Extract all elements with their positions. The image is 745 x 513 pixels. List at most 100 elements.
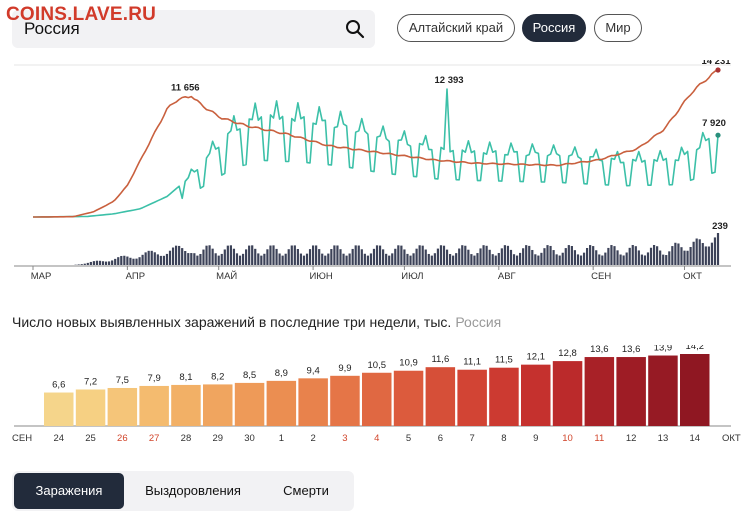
deaths-bar bbox=[141, 254, 144, 265]
deaths-bar bbox=[683, 250, 686, 265]
deaths-bar bbox=[686, 250, 689, 265]
deaths-bar bbox=[375, 245, 379, 265]
deaths-bar bbox=[668, 251, 671, 265]
deaths-bar bbox=[287, 249, 290, 265]
deaths-bar bbox=[537, 255, 540, 265]
deaths-bar bbox=[634, 246, 637, 265]
deaths-bar bbox=[339, 249, 342, 265]
bar-value-label: 8,5 bbox=[243, 370, 256, 381]
bar-category-label: 1 bbox=[279, 433, 284, 444]
deaths-bar bbox=[710, 242, 714, 265]
chip-world[interactable]: Мир bbox=[594, 14, 642, 42]
deaths-bar bbox=[342, 253, 345, 265]
deaths-bar bbox=[601, 255, 604, 265]
search-input[interactable]: Россия bbox=[24, 19, 80, 38]
deaths-bar bbox=[500, 248, 503, 265]
infections-last-point bbox=[715, 67, 721, 73]
bar-value-label: 10,5 bbox=[368, 360, 387, 371]
deaths-bar bbox=[564, 248, 567, 265]
deaths-bar bbox=[378, 245, 382, 265]
deaths-bar bbox=[552, 250, 555, 265]
deaths-bar bbox=[555, 254, 558, 265]
tab-recoveries[interactable]: Выздоровления bbox=[145, 483, 241, 498]
bar bbox=[489, 367, 519, 426]
bar-value-label: 8,9 bbox=[275, 368, 288, 379]
deaths-bar bbox=[442, 245, 446, 265]
deaths-bar bbox=[202, 249, 205, 265]
deaths-bar bbox=[327, 253, 330, 265]
tab-deaths[interactable]: Смерти bbox=[283, 483, 329, 498]
deaths-bar bbox=[692, 241, 695, 265]
deaths-bar bbox=[89, 261, 92, 265]
deaths-bar bbox=[473, 255, 476, 265]
chip-russia[interactable]: Россия bbox=[522, 14, 586, 42]
deaths-bar bbox=[284, 253, 287, 265]
bar-value-label: 13,6 bbox=[590, 345, 609, 355]
bar bbox=[330, 375, 360, 426]
bar-chart-title-text: Число новых выявленных заражений в после… bbox=[12, 314, 452, 330]
chip-altai[interactable]: Алтайский край bbox=[397, 14, 515, 42]
deaths-bar bbox=[439, 245, 443, 265]
bar bbox=[680, 354, 710, 426]
search-box[interactable]: Россия bbox=[12, 10, 375, 48]
bar-value-label: 14,2 bbox=[686, 345, 705, 352]
deaths-bar bbox=[205, 245, 208, 265]
bar-value-label: 12,8 bbox=[558, 348, 577, 359]
bar-value-label: 9,4 bbox=[307, 365, 320, 376]
deaths-bar bbox=[351, 248, 354, 265]
deaths-bar bbox=[674, 242, 677, 265]
bar-value-label: 11,1 bbox=[463, 357, 481, 368]
deaths-bar bbox=[470, 254, 473, 265]
deaths-bar bbox=[418, 245, 421, 265]
bar-category-label: 11 bbox=[594, 433, 604, 444]
bar-category-label: 6 bbox=[438, 433, 443, 444]
deaths-bar bbox=[701, 243, 704, 265]
deaths-bar bbox=[589, 245, 592, 265]
month-label: МАЙ bbox=[216, 270, 237, 282]
deaths-bar bbox=[479, 248, 482, 265]
month-label: ИЮЛ bbox=[401, 271, 423, 282]
deaths-bar bbox=[114, 258, 117, 265]
bar bbox=[362, 372, 392, 426]
deaths-bar bbox=[637, 250, 640, 265]
deaths-bar bbox=[561, 252, 564, 265]
deaths-bar bbox=[171, 247, 175, 265]
tab-infections[interactable]: Заражения bbox=[14, 473, 124, 509]
deaths-bar bbox=[448, 254, 452, 265]
deaths-bar bbox=[336, 245, 339, 265]
deaths-bar bbox=[665, 255, 668, 265]
infections-peak-label: 11 656 bbox=[171, 83, 200, 94]
deaths-bar bbox=[622, 255, 625, 265]
bar-category-label: 8 bbox=[501, 433, 506, 444]
deaths-bar bbox=[302, 255, 306, 265]
deaths-bar bbox=[235, 253, 239, 265]
recoveries-last-point bbox=[715, 132, 721, 138]
deaths-bar bbox=[174, 245, 178, 265]
deaths-bar bbox=[522, 248, 525, 265]
deaths-bar bbox=[485, 245, 488, 265]
month-label: ИЮН bbox=[309, 271, 332, 282]
deaths-bar bbox=[196, 255, 199, 265]
bar-value-label: 8,1 bbox=[179, 372, 192, 383]
bar-value-label: 6,6 bbox=[52, 380, 65, 391]
deaths-bar bbox=[214, 253, 217, 265]
deaths-bar bbox=[704, 246, 707, 265]
bar-value-label: 13,6 bbox=[622, 345, 641, 355]
deaths-bar bbox=[488, 249, 491, 265]
bar-category-label: 30 bbox=[244, 433, 255, 444]
deaths-bar bbox=[464, 245, 467, 265]
deaths-bar bbox=[677, 243, 680, 265]
bar-chart: СЕН ОКТ6,6247,2257,5267,9278,1288,2298,53… bbox=[12, 345, 741, 444]
deaths-bar bbox=[153, 252, 156, 265]
deaths-bar bbox=[178, 245, 181, 265]
deaths-bar bbox=[199, 253, 202, 265]
deaths-bar bbox=[366, 255, 369, 265]
deaths-bar bbox=[424, 249, 427, 265]
bar bbox=[648, 355, 678, 426]
deaths-bar bbox=[147, 250, 150, 265]
deaths-bar bbox=[363, 253, 366, 265]
bar-category-label: 10 bbox=[562, 433, 573, 444]
search-icon[interactable] bbox=[345, 19, 365, 39]
deaths-bar bbox=[613, 246, 616, 265]
deaths-bar bbox=[540, 252, 543, 265]
